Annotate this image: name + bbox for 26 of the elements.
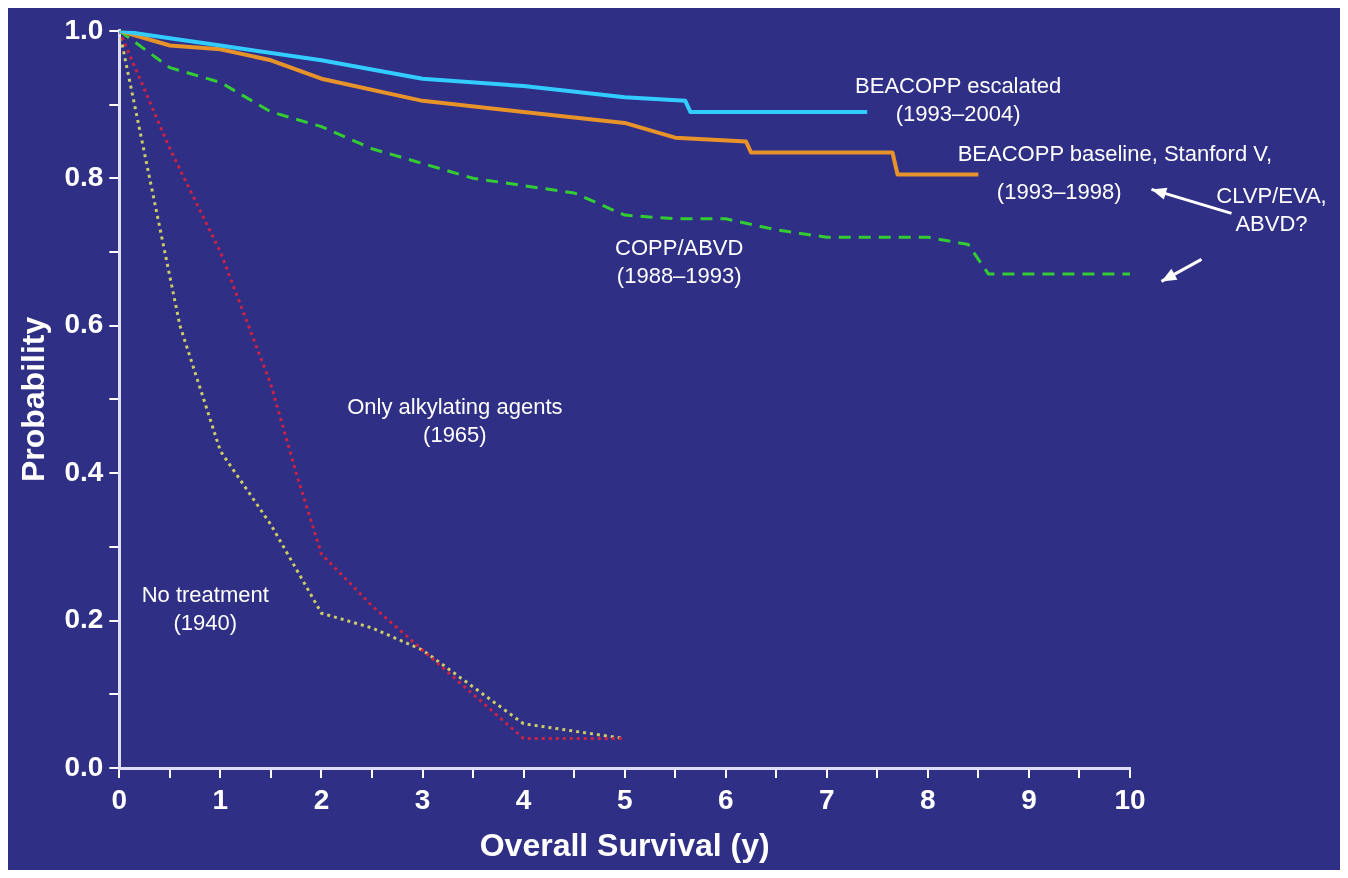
x-tick-label: 3 [414,783,431,815]
y-tick-label: 0.0 [64,750,104,782]
x-tick-label: 10 [1114,783,1146,815]
x-tick-label: 0 [111,783,128,815]
y-tick-label: 1.0 [64,13,104,45]
y-tick-label: 0.6 [64,308,104,340]
x-axis-title: Overall Survival (y) [479,826,770,863]
x-tick-label: 1 [212,783,229,815]
y-tick-label: 0.2 [64,603,104,635]
x-tick-label: 8 [920,783,936,815]
text: CLVP/EVA, ABVD? [1216,183,1327,237]
annotation: Only alkylating agents (1965) [347,393,563,447]
x-tick-label: 6 [717,783,734,815]
x-tick-label: 4 [515,783,532,815]
x-tick-label: 9 [1021,783,1037,815]
y-axis-title: Probability [15,316,52,483]
annotation: BEACOPP baseline, Stanford V, [957,141,1272,167]
y-tick-label: 0.4 [64,455,104,487]
annotation: No treatment (1940) [141,581,269,635]
x-tick-label: 7 [819,783,835,815]
x-tick-label: 2 [313,783,330,815]
annotation: COPP/ABVD (1988–1993) [615,235,744,289]
y-tick-label: 0.8 [64,160,104,192]
x-tick-label: 5 [616,783,633,815]
annotation: (1993–1998) [996,179,1122,205]
annotation: BEACOPP escalated (1993–2004) [855,72,1062,126]
